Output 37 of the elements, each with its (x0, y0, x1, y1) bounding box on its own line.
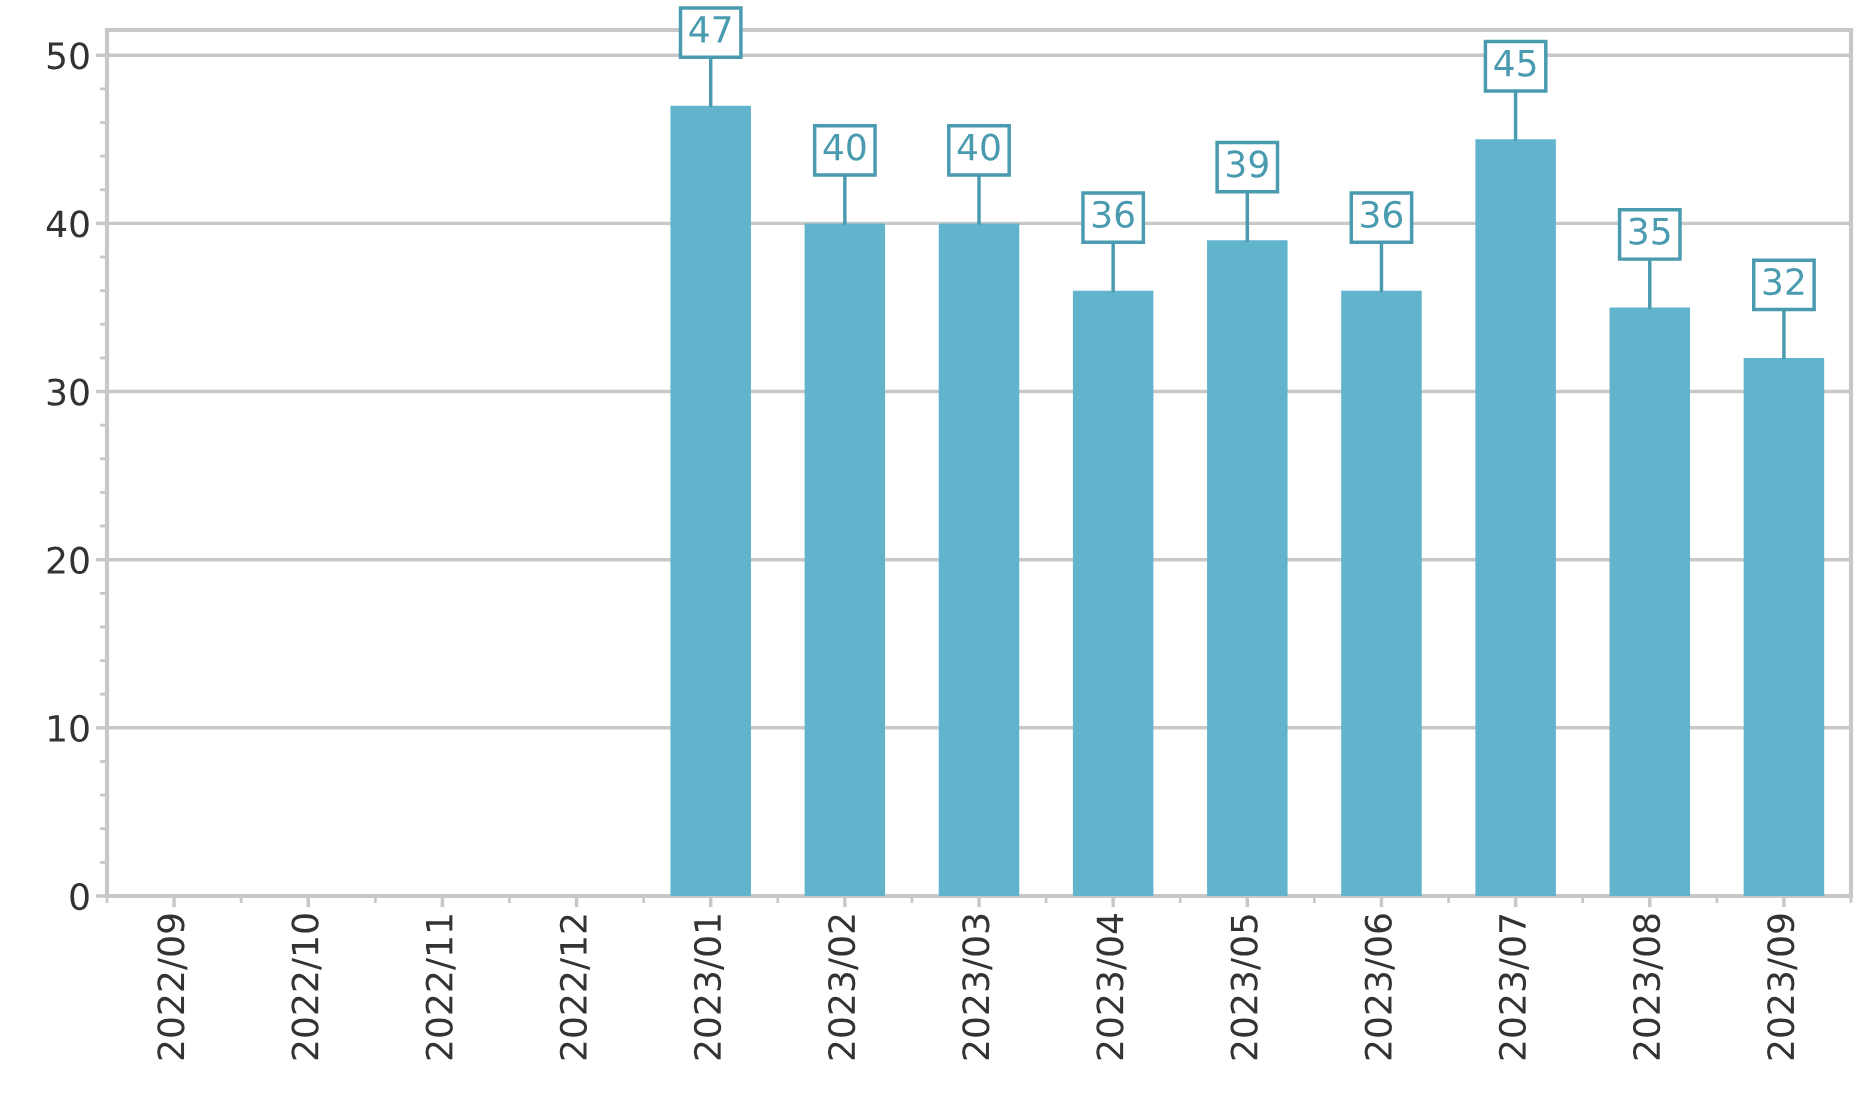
x-tick-label: 2022/12 (559, 915, 590, 1060)
x-tick-label: 2023/05 (1230, 915, 1261, 1060)
y-tick-label: 10 (49, 714, 89, 743)
bar (1072, 290, 1154, 896)
data-label: 40 (957, 133, 1000, 161)
bar (938, 223, 1020, 896)
x-tick-label: 2022/09 (157, 914, 188, 1060)
bar (670, 105, 751, 896)
bar (804, 223, 886, 896)
data-label: 36 (1361, 200, 1403, 229)
y-tick-label: 0 (70, 882, 89, 911)
y-tick-label: 50 (47, 42, 89, 70)
data-label: 40 (823, 133, 866, 161)
x-tick-label: 2022/10 (291, 914, 322, 1060)
x-tick-label: 2023/03 (962, 914, 993, 1060)
bar (1743, 357, 1825, 896)
x-tick-label: 2023/04 (1096, 914, 1127, 1060)
x-tick-label: 2023/02 (828, 915, 859, 1060)
x-tick-label: 2023/01 (693, 915, 725, 1060)
bar (1475, 139, 1556, 896)
bar (1341, 290, 1422, 896)
data-label: 39 (1227, 150, 1268, 178)
data-label: 45 (1494, 49, 1536, 77)
x-tick-label: 2023/07 (1498, 915, 1529, 1060)
data-label: 35 (1629, 217, 1670, 245)
y-tick-label: 20 (47, 546, 89, 574)
data-label: 47 (689, 16, 731, 43)
x-tick-label: 2023/09 (1767, 914, 1798, 1060)
x-tick-label: 2023/06 (1364, 914, 1395, 1060)
x-tick-label: 2022/11 (425, 915, 456, 1060)
x-tick-label: 2023/08 (1632, 914, 1664, 1060)
y-tick-label: 30 (47, 378, 89, 406)
bar (1609, 307, 1691, 896)
y-tick-label: 40 (46, 210, 89, 238)
data-label: 36 (1092, 200, 1134, 229)
data-label: 32 (1763, 268, 1804, 296)
bar (1207, 240, 1288, 896)
